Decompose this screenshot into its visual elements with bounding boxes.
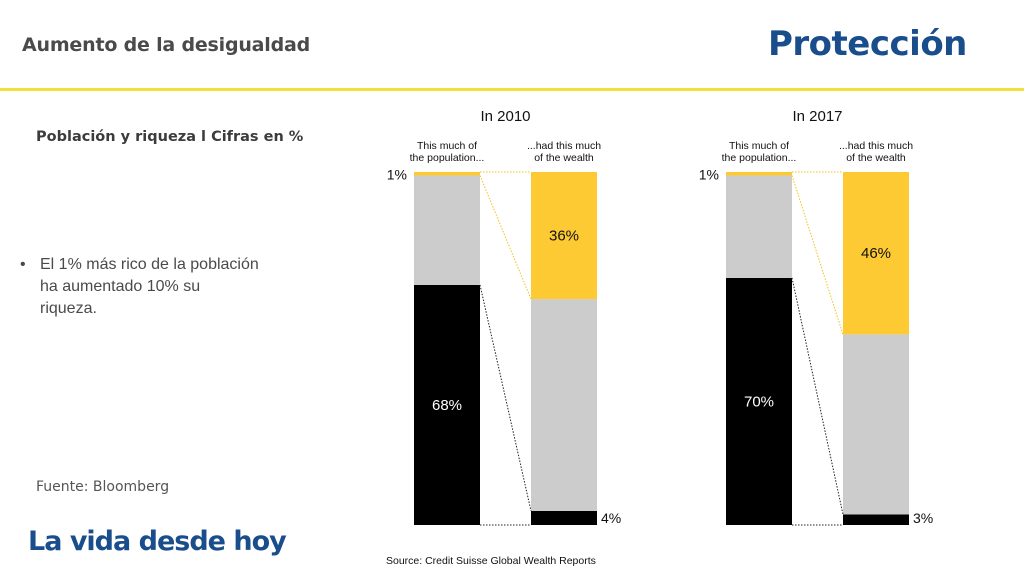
- wealth-bottom-bar: [531, 510, 597, 525]
- header-divider: [0, 88, 1024, 91]
- population-bottom-label: 68%: [432, 397, 462, 414]
- population-top-bar: [414, 172, 480, 176]
- protection-logo: Protección: [768, 24, 967, 64]
- population-header: This much of the population...: [410, 140, 485, 164]
- population-top-label: 1%: [699, 167, 719, 183]
- wealth-middle-bar: [531, 299, 597, 511]
- source-note: Fuente: Bloomberg: [36, 479, 170, 495]
- wealth-top-bar: [843, 172, 909, 335]
- wealth-top-label: 46%: [861, 245, 891, 262]
- top-connector-line: [791, 175, 844, 335]
- slide-title: Aumento de la desigualdad: [22, 34, 311, 56]
- population-bottom-bar: [726, 277, 792, 525]
- top-connector-line: [479, 175, 532, 300]
- wealth-bottom-label: 3%: [913, 510, 933, 526]
- population-header: This much of the population...: [722, 140, 797, 164]
- chart-source: Source: Credit Suisse Global Wealth Repo…: [386, 555, 596, 567]
- population-top-label: 1%: [387, 167, 407, 183]
- chart-subtitle: Población y riqueza l Cifras en %: [36, 129, 304, 145]
- tagline: La vida desde hoy: [28, 526, 287, 557]
- panel-title: In 2010: [480, 108, 530, 125]
- bullet-marker: •: [20, 256, 26, 273]
- bullet-point: • El 1% más rico de la población ha aume…: [20, 254, 260, 320]
- population-middle-bar: [414, 175, 480, 285]
- bottom-connector-line: [791, 277, 844, 515]
- bottom-connector-line: [479, 284, 532, 511]
- wealth-bottom-label: 4%: [601, 510, 621, 526]
- wealth-middle-bar: [843, 334, 909, 515]
- population-top-bar: [726, 172, 792, 176]
- population-middle-bar: [726, 175, 792, 278]
- wealth-top-bar: [531, 172, 597, 300]
- wealth-bottom-bar: [843, 514, 909, 525]
- wealth-header: ...had this much of the wealth: [527, 140, 601, 164]
- population-bottom-bar: [414, 284, 480, 525]
- bullet-text: El 1% más rico de la población ha aument…: [40, 256, 259, 317]
- panel-title: In 2017: [792, 108, 842, 125]
- population-bottom-label: 70%: [744, 393, 774, 410]
- wealth-header: ...had this much of the wealth: [839, 140, 913, 164]
- wealth-top-label: 36%: [549, 228, 579, 245]
